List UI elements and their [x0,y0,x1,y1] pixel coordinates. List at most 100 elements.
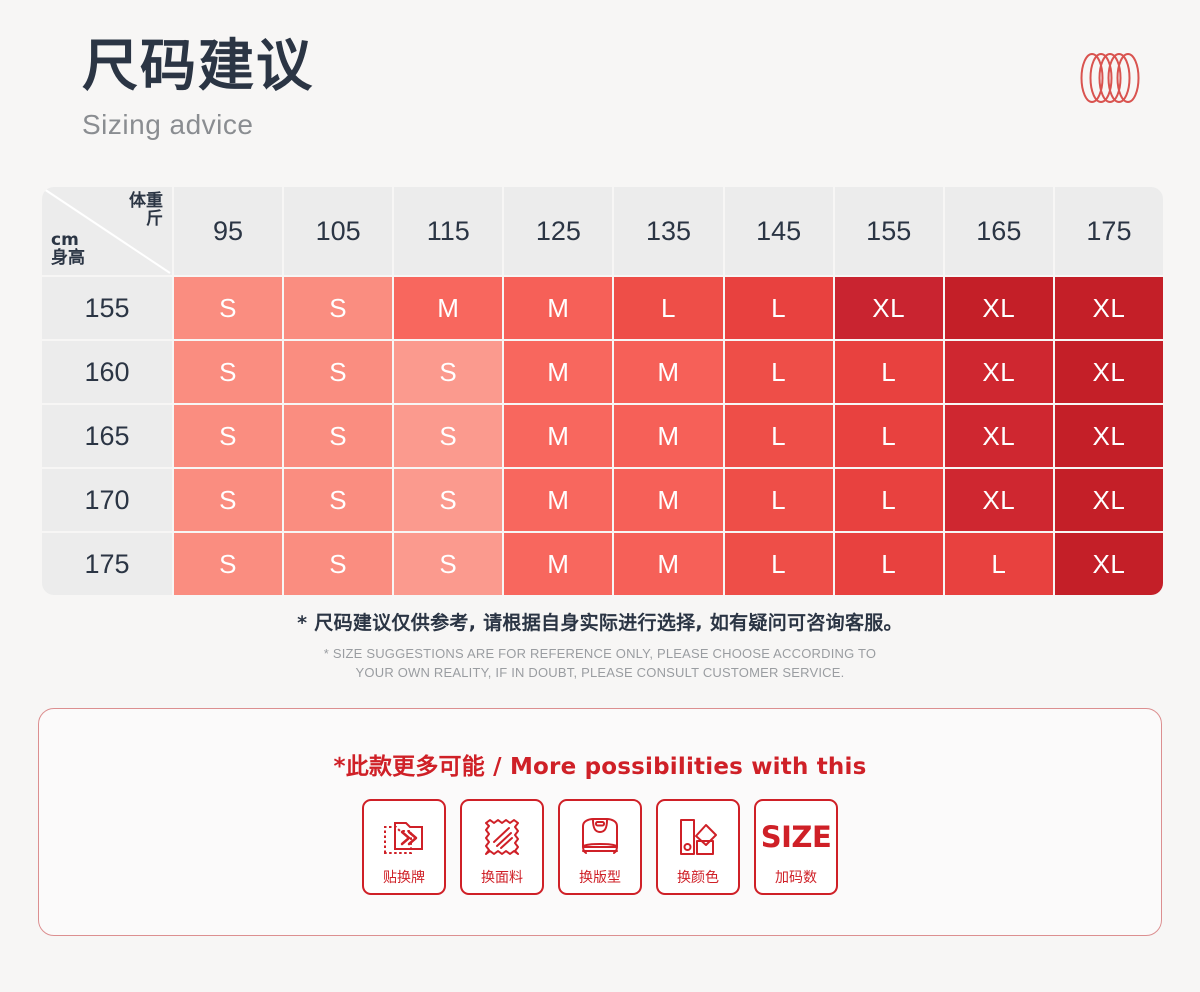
option-card-label: 换版型 [579,870,621,886]
col-header-weight-0: 95 [174,187,283,275]
diagonal-divider-icon [42,187,172,275]
size-cell: S [284,341,393,403]
color-swatch-icon [675,809,721,865]
size-cell: XL [944,405,1053,467]
coil-rings-logo-icon [1075,45,1145,111]
table-header-row: 体重 斤 cm 身高 95 105 115 125 135 145 155 [42,187,1163,275]
table-row: 160 S S S M M L L XL XL [42,341,1163,403]
table-corner-cell: 体重 斤 cm 身高 [42,187,172,275]
size-cell: L [834,533,943,595]
sports-bra-icon [575,809,625,865]
size-table-container: 体重 斤 cm 身高 95 105 115 125 135 145 155 [40,185,1165,597]
size-cell: L [724,533,833,595]
height-axis-label: cm 身高 [51,229,85,269]
size-cell: L [834,469,943,531]
col-header-weight-3: 125 [504,187,613,275]
panel-title: *此款更多可能 / More possibilities with this [333,754,867,780]
folder-swap-icon [381,809,427,865]
col-header-weight-5: 145 [724,187,833,275]
size-cell: XL [944,277,1053,339]
footnote-en: * SIZE SUGGESTIONS ARE FOR REFERENCE ONL… [0,645,1200,683]
page-title: 尺码建议 [82,34,314,99]
size-cell: S [174,277,283,339]
size-cell: M [394,277,503,339]
size-cell: M [614,469,723,531]
size-cell: S [174,341,283,403]
size-cell: XL [1054,277,1163,339]
size-cell: L [724,341,833,403]
col-header-weight-4: 135 [614,187,723,275]
page-header: 尺码建议 Sizing advice [82,34,314,141]
row-header-height-2: 165 [42,405,172,467]
footnote-cn: * 尺码建议仅供参考, 请根据自身实际进行选择, 如有疑问可咨询客服。 [297,612,903,634]
size-cell: M [504,469,613,531]
size-word: SIZE [760,820,832,854]
size-cell: L [834,405,943,467]
size-cell: S [394,469,503,531]
option-card-size-range[interactable]: SIZE 加码数 [754,799,838,895]
table-row: 175 S S S M M L L L XL [42,533,1163,595]
option-cards: 贴换牌 换面料 [39,799,1161,895]
size-cell: S [394,341,503,403]
size-cell: M [504,533,613,595]
size-cell: M [614,405,723,467]
size-cell: S [174,469,283,531]
row-header-height-4: 175 [42,533,172,595]
row-header-height-1: 160 [42,341,172,403]
footnote: * 尺码建议仅供参考, 请根据自身实际进行选择, 如有疑问可咨询客服。 * SI… [0,608,1200,683]
size-cell: L [724,277,833,339]
col-header-weight-2: 115 [394,187,503,275]
option-card-label: 贴换牌 [383,870,425,886]
size-cell: XL [944,341,1053,403]
size-cell: S [174,533,283,595]
size-cell: M [504,277,613,339]
size-cell: S [394,533,503,595]
size-cell: S [394,405,503,467]
weight-axis-label: 体重 斤 [129,191,163,229]
size-cell: M [614,341,723,403]
row-header-height-0: 155 [42,277,172,339]
col-header-weight-1: 105 [284,187,393,275]
size-cell: M [614,533,723,595]
option-card-pattern[interactable]: 换版型 [558,799,642,895]
row-header-height-3: 170 [42,469,172,531]
table-row: 170 S S S M M L L XL XL [42,469,1163,531]
size-cell: XL [1054,341,1163,403]
size-cell: S [284,533,393,595]
footnote-en-line2: YOUR OWN REALITY, IF IN DOUBT, PLEASE CO… [355,664,845,680]
option-card-fabric[interactable]: 换面料 [460,799,544,895]
option-card-tag-swap[interactable]: 贴换牌 [362,799,446,895]
page-subtitle: Sizing advice [82,108,254,140]
size-cell: XL [1054,533,1163,595]
size-cell: L [834,341,943,403]
col-header-weight-7: 165 [944,187,1053,275]
size-cell: L [724,469,833,531]
size-cell: L [944,533,1053,595]
table-row: 155 S S M M L L XL XL XL [42,277,1163,339]
size-cell: M [504,341,613,403]
size-cell: L [614,277,723,339]
option-card-label: 加码数 [775,870,817,886]
option-card-label: 换面料 [481,870,523,886]
size-cell: XL [834,277,943,339]
size-table: 体重 斤 cm 身高 95 105 115 125 135 145 155 [40,185,1165,597]
size-cell: S [284,469,393,531]
option-card-label: 换颜色 [677,870,719,886]
option-card-color[interactable]: 换颜色 [656,799,740,895]
size-text-icon: SIZE [761,809,832,865]
size-table-body: 155 S S M M L L XL XL XL 160 S S S M M L L XL XL 165 S S S M M L L X… [42,277,1163,595]
size-cell: S [174,405,283,467]
size-cell: S [284,277,393,339]
table-row: 165 S S S M M L L XL XL [42,405,1163,467]
size-cell: S [284,405,393,467]
footnote-en-line1: * SIZE SUGGESTIONS ARE FOR REFERENCE ONL… [323,646,877,661]
col-header-weight-6: 155 [834,187,943,275]
more-possibilities-panel: *此款更多可能 / More possibilities with this 贴… [38,708,1162,936]
fabric-swatch-icon [479,809,525,865]
size-cell: M [504,405,613,467]
size-cell: XL [1054,469,1163,531]
col-header-weight-8: 175 [1054,187,1163,275]
size-cell: XL [1054,405,1163,467]
size-cell: XL [944,469,1053,531]
